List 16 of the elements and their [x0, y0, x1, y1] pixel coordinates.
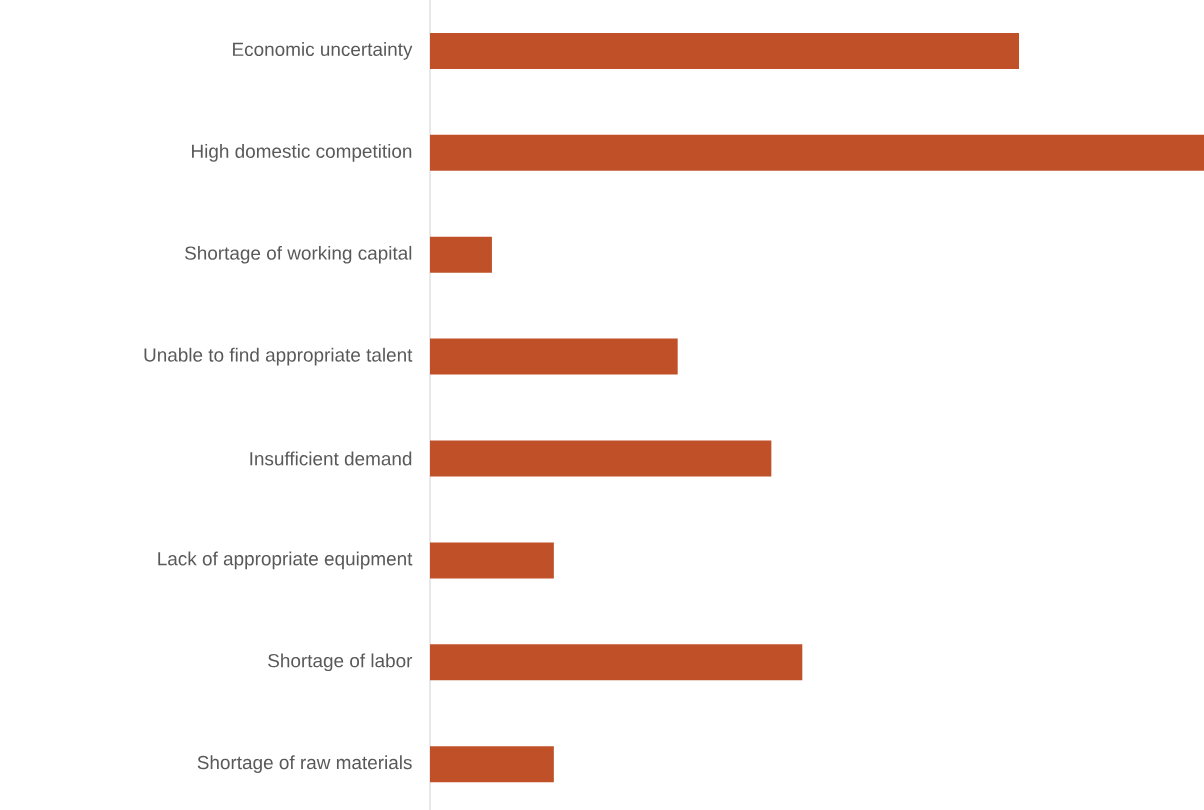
y-tick-label: High domestic competition: [192, 144, 412, 162]
bar: [430, 746, 554, 783]
bar: [430, 236, 492, 273]
y-tick-label: Unable to find appropriate talent: [144, 347, 413, 366]
bar: [430, 32, 1020, 69]
bar: [430, 440, 772, 477]
y-tick-label: Economic uncertainty: [233, 42, 413, 60]
y-tick-label: Shortage of labor: [268, 653, 413, 672]
bar: [430, 542, 554, 579]
y-tick-label: Lack of appropriate equipment: [158, 551, 413, 570]
y-tick-label: Shortage of working capital: [185, 245, 412, 264]
bar: [430, 338, 678, 375]
y-tick-label: Insufficient demand: [250, 451, 412, 466]
bar: [430, 644, 803, 681]
y-tick-label: Shortage of raw materials: [197, 755, 412, 773]
bar: [430, 134, 1204, 171]
